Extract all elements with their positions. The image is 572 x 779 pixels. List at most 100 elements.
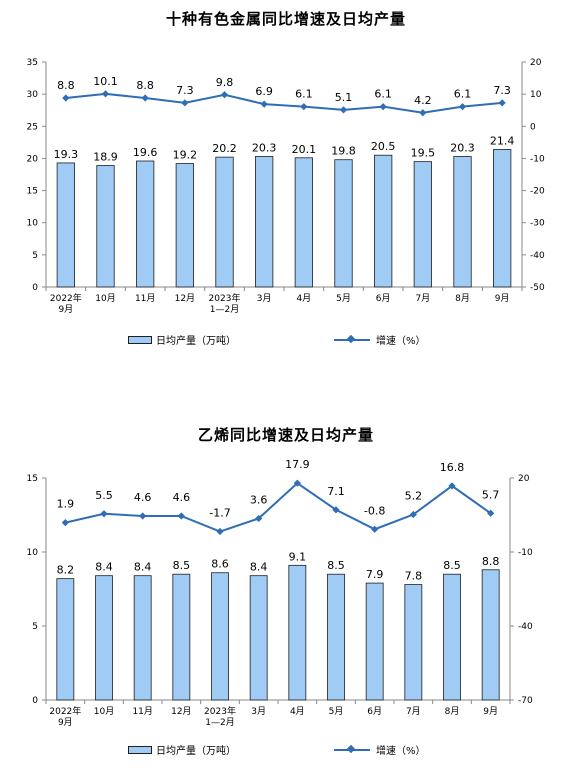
left-axis-tick-label: 15 — [27, 187, 38, 197]
growth-series-line — [65, 92, 503, 114]
growth-value-label: 5.1 — [335, 91, 353, 104]
growth-point — [293, 479, 301, 487]
chart-ethylene: 乙烯同比增速及日均产量 0 5 10 15 -70 -40 -10 20 2022年 9月 10月 1… — [0, 410, 572, 779]
legend-bar-swatch — [128, 745, 152, 754]
growth-point — [61, 519, 69, 527]
bar-value-label: 7.8 — [405, 570, 423, 583]
growth-value-label: 5.5 — [95, 489, 113, 502]
x-axis-tick-label: 5月 — [329, 706, 344, 717]
growth-value-label: 7.3 — [176, 84, 194, 97]
growth-value-label: 6.1 — [295, 88, 313, 101]
right-axis-tick-label: -30 — [530, 219, 545, 229]
left-axis-tick-label: 0 — [32, 696, 38, 706]
bar — [136, 160, 155, 288]
bar — [215, 156, 234, 288]
growth-value-label: 4.2 — [414, 94, 432, 107]
growth-point — [177, 512, 185, 520]
growth-value-label: 1.9 — [57, 498, 75, 511]
bar-value-label: 20.3 — [252, 142, 277, 155]
growth-value-label: 10.1 — [93, 75, 118, 88]
growth-point — [181, 99, 189, 107]
bar-value-label: 9.1 — [289, 550, 307, 563]
growth-value-label: 6.9 — [255, 85, 273, 98]
bar — [133, 575, 152, 701]
growth-point — [220, 91, 229, 99]
right-axis-tick-label: -40 — [518, 622, 533, 632]
x-axis-tick-label: 7月 — [406, 706, 421, 717]
legend-bar-swatch — [128, 335, 152, 344]
bar-value-label: 7.9 — [366, 568, 384, 581]
bar — [95, 575, 113, 701]
growth-point — [216, 527, 224, 536]
bar — [255, 156, 274, 288]
chart-plot: 0 5 10 15 -70 -40 -10 20 2022年 9月 10月 11月 12月 2023年 1—… — [27, 458, 533, 728]
legend-item-line: 增速（%） — [334, 332, 426, 347]
legend-item-bar: 日均产量（万吨） — [128, 742, 236, 757]
bar-value-label: 8.5 — [443, 559, 461, 572]
bar-value-label: 18.9 — [93, 151, 118, 164]
bar-value-label: 8.2 — [57, 564, 75, 577]
growth-point — [498, 99, 506, 107]
growth-value-label: 9.8 — [216, 76, 234, 89]
bar-value-label: 19.2 — [173, 149, 198, 162]
legend-line-label: 增速（%） — [376, 746, 426, 757]
x-axis-tick-label: 10月 — [95, 293, 115, 304]
growth-value-label: -0.8 — [364, 504, 385, 517]
chart-title: 乙烯同比增速及日均产量 — [197, 426, 374, 444]
bar-value-label: 8.8 — [482, 555, 500, 568]
x-axis-tick-label: 11月 — [132, 706, 152, 717]
growth-point — [62, 94, 70, 102]
right-axis-tick-label: 10 — [530, 90, 542, 100]
growth-value-label: 8.8 — [136, 79, 154, 92]
bar — [56, 162, 75, 288]
x-axis-tick-label: 12月 — [171, 706, 191, 717]
bar — [294, 157, 313, 288]
legend-bar-label: 日均产量（万吨） — [156, 336, 236, 347]
growth-point — [379, 103, 387, 111]
bar-value-label: 8.4 — [95, 561, 113, 574]
growth-point — [260, 100, 268, 108]
growth-point — [141, 94, 149, 102]
bar-value-label: 20.3 — [450, 142, 475, 155]
x-axis-tick-label: 12月 — [175, 293, 195, 304]
bar — [249, 575, 268, 701]
growth-value-label: 16.8 — [440, 461, 465, 474]
x-axis-tick-label: 6月 — [367, 706, 382, 717]
right-axis-tick-label: -50 — [530, 283, 545, 293]
legend-item-bar: 日均产量（万吨） — [128, 332, 236, 347]
left-axis-tick-label: 5 — [32, 622, 38, 632]
growth-value-label: 8.8 — [57, 79, 75, 92]
legend-line-swatch — [334, 336, 370, 344]
x-axis-tick-label: 10月 — [94, 706, 114, 717]
growth-point — [371, 525, 379, 533]
bar-value-label: 20.1 — [292, 143, 317, 156]
x-axis-tick-label: 2022年 9月 — [50, 292, 82, 315]
x-axis-tick-label: 5月 — [336, 293, 351, 304]
x-axis-tick-label: 6月 — [376, 293, 391, 304]
growth-value-label: 6.1 — [454, 88, 472, 101]
chart-title: 十种有色金属同比增速及日均产量 — [165, 10, 406, 28]
bar-value-label: 20.2 — [212, 142, 237, 155]
left-axis-tick-label: 15 — [27, 474, 38, 484]
bar — [211, 572, 229, 701]
right-axis-tick-label: 20 — [518, 474, 530, 484]
left-axis-tick-label: 5 — [32, 251, 38, 261]
bar — [175, 163, 194, 288]
growth-value-label: 17.9 — [285, 458, 310, 471]
bar — [413, 161, 432, 288]
bar — [327, 573, 345, 701]
growth-value-label: -1.7 — [209, 507, 230, 520]
growth-value-label: 7.1 — [327, 485, 345, 498]
bar-value-label: 19.6 — [133, 146, 158, 159]
growth-point — [332, 506, 340, 514]
bar-value-label: 8.5 — [173, 559, 191, 572]
growth-value-label: 6.1 — [374, 88, 392, 101]
left-axis-tick-label: 0 — [32, 283, 38, 293]
left-axis-tick-label: 30 — [27, 90, 39, 100]
growth-value-label: 4.6 — [173, 491, 191, 504]
growth-point — [339, 106, 348, 114]
x-axis-tick-label: 9月 — [495, 293, 510, 304]
bar — [443, 573, 461, 701]
left-axis-tick-label: 10 — [27, 548, 39, 558]
growth-value-label: 3.6 — [250, 493, 268, 506]
